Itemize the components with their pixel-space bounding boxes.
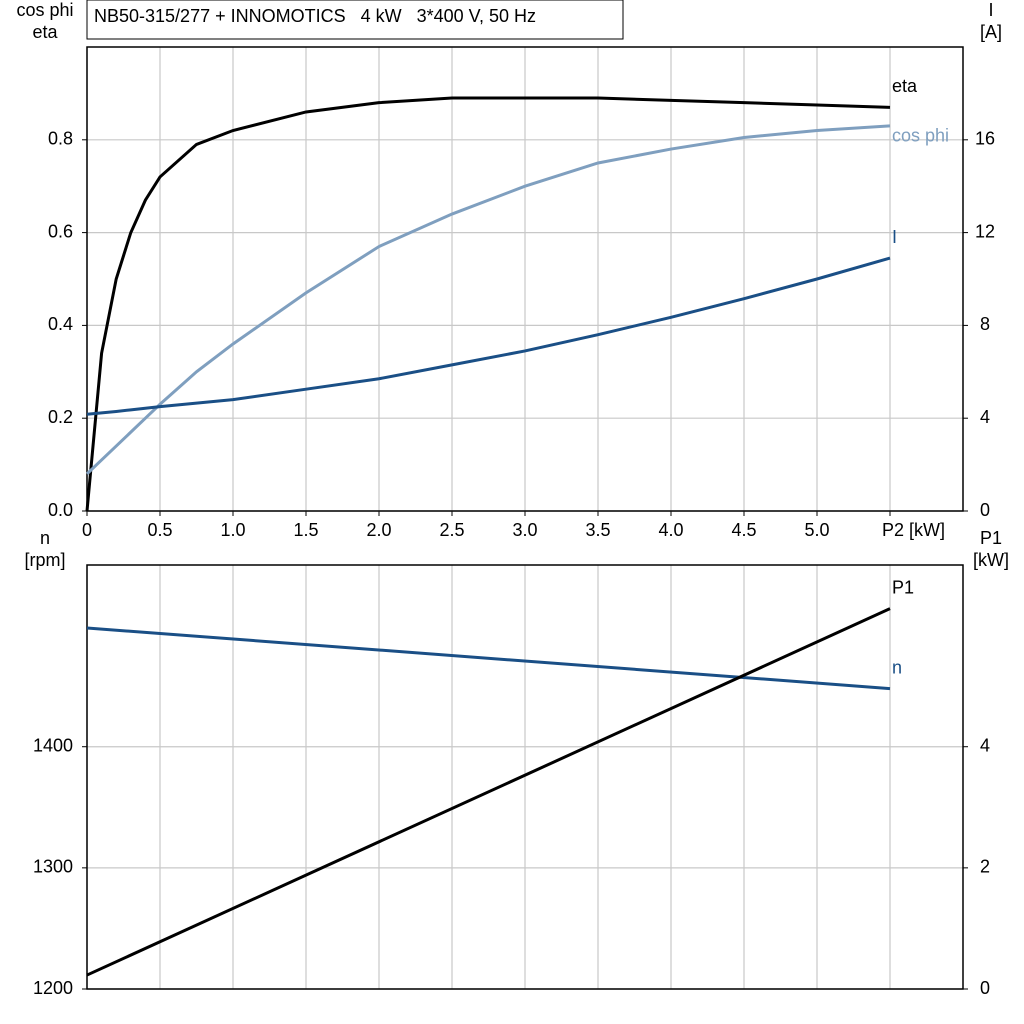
y2-tick-label: 4	[980, 407, 990, 427]
y2-tick-label: 16	[975, 129, 995, 149]
y-tick-label: 0.8	[48, 129, 73, 149]
y-axis-title: eta	[32, 22, 58, 42]
series-label: eta	[892, 76, 918, 96]
y-tick-label: 1400	[33, 735, 73, 755]
x-tick-label: 5.0	[804, 520, 829, 540]
series-line	[86, 607, 891, 977]
x-tick-label: 4.5	[731, 520, 756, 540]
y-tick-label: 0.0	[48, 500, 73, 520]
y-tick-label: 1200	[33, 978, 73, 998]
series-label: cos phi	[892, 126, 949, 146]
x-tick-label: 0.5	[147, 520, 172, 540]
series-line	[86, 626, 891, 691]
y2-tick-label: 4	[980, 735, 990, 755]
y-tick-label: 0.6	[48, 221, 73, 241]
y2-axis-title: [A]	[980, 22, 1002, 42]
x-tick-label: 3.0	[512, 520, 537, 540]
y2-tick-label: 12	[975, 221, 995, 241]
y2-axis-title: P1	[980, 528, 1002, 548]
y2-tick-label: 2	[980, 857, 990, 877]
series-line	[85, 96, 891, 512]
y-tick-label: 0.4	[48, 314, 73, 334]
series-line	[86, 256, 891, 416]
y-axis-title: [rpm]	[24, 550, 65, 570]
x-tick-label: 1.0	[220, 520, 245, 540]
series-line	[85, 124, 891, 475]
y-tick-label: 0.2	[48, 407, 73, 427]
series-label: n	[892, 657, 902, 677]
y2-tick-label: 8	[980, 314, 990, 334]
plot-frame	[86, 564, 964, 990]
y-axis-title: cos phi	[16, 0, 73, 20]
series-label: P1	[892, 577, 914, 597]
y2-tick-label: 0	[980, 978, 990, 998]
x-tick-label: 0	[82, 520, 92, 540]
y2-axis-title: [kW]	[973, 550, 1009, 570]
x-tick-label: 4.0	[658, 520, 683, 540]
plot-frame	[86, 46, 964, 512]
y-tick-label: 1300	[33, 857, 73, 877]
x-tick-label: 3.5	[585, 520, 610, 540]
x-tick-label: 1.5	[293, 520, 318, 540]
y2-axis-title: I	[988, 0, 993, 20]
series-label: I	[892, 227, 897, 247]
y2-tick-label: 0	[980, 500, 990, 520]
chart-title: NB50-315/277 + INNOMOTICS 4 kW 3*400 V, …	[94, 6, 536, 26]
x-tick-label: P2 [kW]	[882, 520, 945, 540]
x-tick-label: 2.0	[366, 520, 391, 540]
title-box	[86, 0, 624, 40]
y-axis-title: n	[40, 528, 50, 548]
x-tick-label: 2.5	[439, 520, 464, 540]
